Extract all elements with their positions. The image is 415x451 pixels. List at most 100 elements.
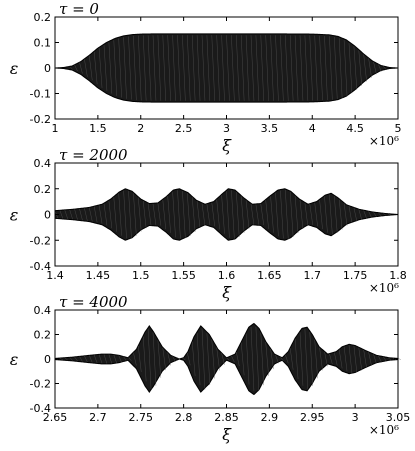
oscillation-stroke: [211, 35, 215, 101]
oscillation-stroke: [152, 332, 157, 386]
x-tick-label: 1.55: [171, 269, 196, 282]
oscillation-stroke: [290, 191, 294, 238]
oscillation-stroke: [108, 200, 113, 229]
oscillation-stroke: [201, 35, 206, 101]
oscillation-stroke: [353, 46, 358, 90]
oscillation-stroke: [260, 332, 264, 386]
oscillation-stroke: [368, 211, 372, 218]
oscillation-stroke: [255, 326, 260, 392]
oscillation-stroke: [299, 332, 304, 386]
oscillation-stroke: [324, 351, 328, 367]
y-axis-label: ε: [10, 206, 19, 225]
oscillation-stroke: [118, 193, 122, 236]
oscillation-stroke: [108, 42, 113, 94]
oscillation-stroke: [162, 347, 166, 371]
panel-3: 2.65 2.7 2.75 2.8 2.85 2.9 2.95 3 3.05 -0.4 -0.2 0 0…: [10, 293, 411, 444]
x-tick-label: 2.65: [43, 411, 68, 424]
oscillation-stroke: [290, 348, 294, 370]
x-axis-multiplier: ×10⁶: [369, 281, 399, 295]
oscillation-stroke: [329, 194, 333, 235]
x-tick-label: 2.7: [89, 411, 107, 424]
oscillation-stroke: [152, 203, 157, 226]
oscillation-stroke: [226, 35, 230, 101]
oscillation-stroke: [348, 344, 353, 374]
oscillation-stroke: [64, 357, 68, 361]
oscillation-stroke: [280, 356, 284, 362]
oscillation-stroke: [265, 35, 269, 101]
oscillation-stroke: [221, 353, 225, 365]
x-tick-label: 3: [352, 411, 359, 424]
oscillation-stroke: [187, 193, 191, 236]
oscillation-stroke: [343, 203, 348, 226]
oscillation-stroke: [378, 212, 382, 217]
oscillation-stroke: [59, 357, 63, 361]
y-axis-label: ε: [10, 59, 19, 78]
oscillation-stroke: [314, 202, 318, 227]
y-tick-label: 0: [44, 62, 51, 75]
oscillation-stroke: [201, 203, 206, 226]
oscillation-stroke: [363, 210, 367, 219]
oscillation-stroke: [250, 203, 255, 226]
oscillation-stroke: [157, 340, 162, 378]
y-axis-label: ε: [10, 350, 19, 369]
oscillation-stroke: [319, 35, 323, 101]
oscillation-stroke: [192, 197, 196, 232]
x-tick-label: 1.7: [304, 269, 322, 282]
oscillation-stroke: [167, 196, 171, 233]
oscillation-stroke: [265, 342, 269, 376]
x-tick-label: 2.85: [214, 411, 239, 424]
oscillation-stroke: [275, 192, 279, 237]
oscillation-stroke: [241, 196, 245, 233]
oscillation-stroke: [343, 346, 348, 372]
oscillation-stroke: [113, 197, 117, 232]
oscillation-stroke: [172, 356, 176, 362]
oscillation-stroke: [147, 35, 152, 101]
y-tick-label: 0.4: [34, 157, 52, 170]
oscillation-stroke: [378, 355, 382, 363]
oscillation-stroke: [358, 209, 362, 220]
oscillation-stroke: [113, 40, 117, 96]
x-tick-label: 1.6: [218, 269, 236, 282]
oscillation-stroke: [363, 54, 367, 82]
oscillation-stroke: [133, 193, 137, 236]
oscillation-stroke: [89, 355, 93, 363]
oscillation-stroke: [74, 356, 78, 362]
oscillation-stroke: [373, 61, 377, 75]
oscillation-stroke: [143, 35, 147, 101]
oscillation-stroke: [84, 59, 88, 77]
oscillation-stroke: [192, 35, 196, 101]
oscillation-stroke: [339, 38, 343, 98]
oscillation-stroke: [358, 50, 362, 86]
oscillation-stroke: [373, 212, 377, 217]
oscillation-stroke: [368, 58, 372, 78]
y-tick-label: 0.2: [34, 11, 52, 24]
oscillation-texture: [69, 35, 387, 101]
oscillation-stroke: [216, 199, 220, 230]
oscillation-stroke: [162, 35, 166, 101]
oscillation-stroke: [236, 192, 240, 237]
oscillation-stroke: [128, 190, 132, 239]
oscillation-stroke: [201, 328, 206, 390]
oscillation-stroke: [84, 208, 88, 221]
oscillation-stroke: [196, 201, 201, 228]
oscillation-stroke: [280, 190, 284, 239]
y-tick-label: -0.4: [30, 402, 51, 415]
oscillation-stroke: [241, 342, 245, 376]
oscillation-stroke: [299, 200, 304, 229]
oscillation-stroke: [309, 204, 313, 225]
oscillation-stroke: [363, 349, 367, 369]
oscillation-stroke: [285, 354, 289, 364]
oscillation-stroke: [383, 66, 387, 70]
oscillation-stroke: [231, 190, 235, 239]
oscillation-stroke: [143, 200, 147, 229]
oscillation-stroke: [290, 35, 294, 101]
oscillation-stroke: [103, 354, 108, 364]
oscillation-stroke: [339, 199, 343, 230]
oscillation-stroke: [123, 190, 127, 239]
oscillation-stroke: [285, 35, 289, 101]
oscillation-stroke: [177, 358, 181, 360]
oscillation-stroke: [260, 35, 264, 101]
oscillation-stroke: [128, 357, 132, 361]
oscillation-stroke: [133, 352, 137, 366]
oscillation-stroke: [133, 35, 137, 101]
